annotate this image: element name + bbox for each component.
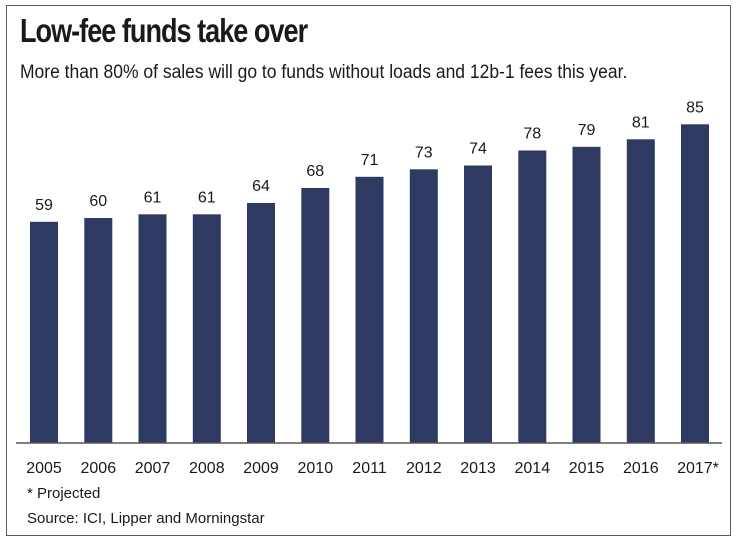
x-tick-label-2015: 2015 [569,460,605,477]
data-label-2017: 85 [686,99,704,116]
bar-2009 [247,203,275,443]
bar-2016 [626,139,655,444]
data-label-2009: 64 [252,178,270,195]
x-tick-label-2013: 2013 [460,460,496,477]
source-note: Source: ICI, Lipper and Morningstar [27,510,265,527]
data-label-2005: 59 [35,197,53,214]
data-label-2007: 61 [144,189,162,206]
bar-2014 [518,150,547,443]
data-label-2011: 71 [361,152,379,169]
x-tick-label-2010: 2010 [298,460,334,477]
bar-2005 [30,221,58,444]
x-tick-label-2008: 2008 [189,460,225,477]
bars-group [30,124,709,444]
x-tick-label-2017: 2017* [677,460,719,477]
bar-2010 [301,188,330,443]
bar-2008 [192,214,221,444]
bar-2012 [409,169,438,444]
chart-subtitle: More than 80% of sales will go to funds … [20,62,628,83]
bar-2017 [681,124,709,444]
x-tick-label-2012: 2012 [406,460,442,477]
x-tick-label-2007: 2007 [135,460,171,477]
bar-2013 [464,165,492,443]
chart-title: Low-fee funds take over [20,12,308,49]
x-tick-label-2005: 2005 [26,460,62,477]
x-tick-labels-group: 2005 2006 2007 2008 2009 2010 2011 2012 2013 2014… [26,460,719,477]
x-tick-label-2011: 2011 [352,460,387,477]
bar-2011 [355,176,384,444]
x-tick-label-2016: 2016 [623,460,659,477]
data-label-2010: 68 [306,163,324,180]
data-label-2015: 79 [578,122,596,139]
bar-2015 [572,146,601,444]
data-label-2016: 81 [632,114,650,131]
data-label-2013: 74 [469,141,487,158]
bar-2007 [138,214,167,444]
x-tick-label-2009: 2009 [243,460,279,477]
x-tick-label-2014: 2014 [515,460,551,477]
data-labels-group: 59 60 61 61 64 68 71 73 74 78 79 81 85 [35,99,704,214]
data-label-2014: 78 [523,126,541,143]
x-tick-label-2006: 2006 [81,460,117,477]
data-label-2012: 73 [415,144,433,161]
projected-note: * Projected [27,485,101,502]
data-label-2008: 61 [198,189,216,206]
bar-2006 [84,218,113,443]
data-label-2006: 60 [89,193,107,210]
